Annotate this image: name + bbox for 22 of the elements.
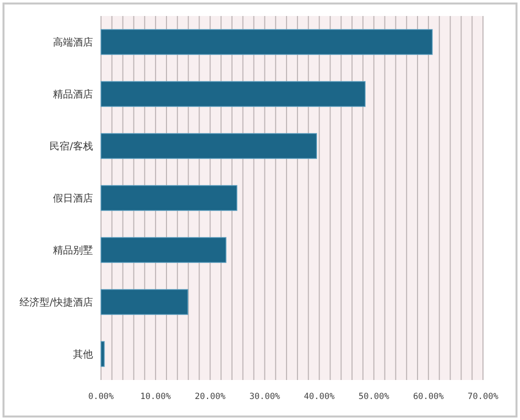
- x-tick-label: 40.00%: [304, 392, 335, 402]
- x-tick-label: 70.00%: [468, 392, 498, 402]
- x-tick-label: 20.00%: [194, 392, 226, 402]
- x-tick-label: 50.00%: [358, 392, 390, 402]
- bar: [100, 185, 238, 211]
- y-tick-label: 精品别墅: [53, 244, 93, 256]
- y-tick-label: 高端酒店: [53, 36, 93, 48]
- bar: [100, 81, 366, 107]
- bar: [100, 289, 188, 315]
- bar: [100, 29, 433, 55]
- y-tick-label: 民宿/客栈: [50, 140, 93, 152]
- y-tick-label: 其他: [73, 348, 93, 360]
- bar: [100, 341, 105, 367]
- bar: [100, 133, 317, 159]
- x-tick-label: 60.00%: [413, 392, 444, 402]
- x-tick-label: 30.00%: [249, 392, 280, 402]
- y-tick-label: 假日酒店: [53, 192, 93, 204]
- x-tick-label: 10.00%: [140, 392, 171, 402]
- x-tick-label: 0.00%: [88, 392, 114, 402]
- bar: [100, 237, 226, 263]
- y-tick-label: 精品酒店: [53, 88, 93, 100]
- y-tick-label: 经济型/快捷酒店: [20, 296, 93, 308]
